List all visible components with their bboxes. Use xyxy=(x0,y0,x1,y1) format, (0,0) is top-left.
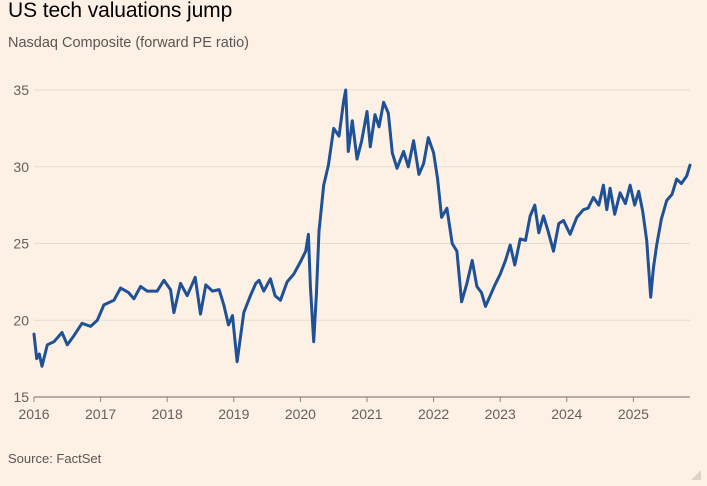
y-tick-label: 25 xyxy=(13,236,29,252)
x-tick-label: 2022 xyxy=(418,406,449,422)
gridlines xyxy=(34,89,690,398)
source-note: Source: FactSet xyxy=(8,451,102,466)
x-tick-label: 2020 xyxy=(285,406,316,422)
chart-title: US tech valuations jump xyxy=(8,0,233,22)
x-tick-label: 2016 xyxy=(18,406,49,422)
x-tick-label: 2024 xyxy=(551,406,582,422)
x-tick-label: 2021 xyxy=(351,406,382,422)
y-tick-label: 30 xyxy=(13,159,29,175)
chart-subtitle: Nasdaq Composite (forward PE ratio) xyxy=(8,35,249,51)
x-tick-label: 2019 xyxy=(218,406,249,422)
y-tick-label: 20 xyxy=(13,312,29,328)
x-tick-label: 2025 xyxy=(618,406,649,422)
x-tick-label: 2018 xyxy=(152,406,183,422)
y-tick-label: 15 xyxy=(13,389,29,405)
series-line xyxy=(32,88,692,368)
series xyxy=(32,88,692,368)
x-tick-label: 2023 xyxy=(485,406,516,422)
y-tick-label: 35 xyxy=(13,82,29,98)
resize-corner-icon xyxy=(691,470,701,480)
x-tick-label: 2017 xyxy=(85,406,116,422)
